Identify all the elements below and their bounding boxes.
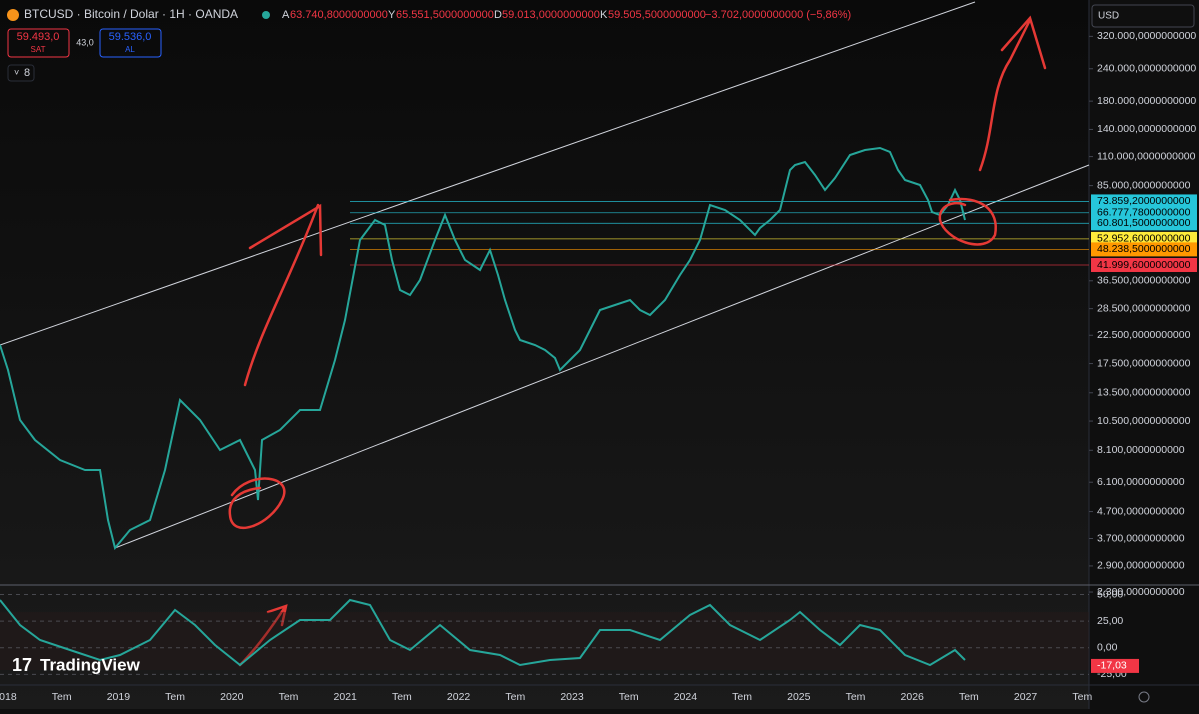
price-line-label: 41.999,6000000000 [1097, 259, 1191, 271]
price-line-label: 66.777,7800000000 [1097, 207, 1191, 219]
ohlc-value: 63.740,8000000000 [290, 9, 388, 21]
symbol-icon [7, 9, 19, 21]
channel-lower [114, 164, 1090, 549]
arrow-head-2 [1000, 15, 1047, 70]
price-line-tag [1091, 216, 1197, 231]
osc-current-tag [1091, 658, 1139, 673]
time-tick-label: 2021 [334, 691, 358, 703]
price-tick-label: 240.000,0000000000 [1097, 63, 1196, 75]
price-path [0, 146, 966, 551]
time-tick-label: 2023 [560, 691, 584, 703]
price-line-label: 73.859,2000000000 [1097, 195, 1191, 207]
ohlc-key: D [494, 9, 502, 21]
osc-current-label: -17,03 [1097, 660, 1127, 672]
buy-label: AL [125, 45, 135, 54]
ohlc-key: A [282, 9, 290, 21]
price-tick-label: 28.500,0000000000 [1097, 302, 1191, 314]
time-tick-label: Tem [959, 691, 979, 703]
price-line-tag [1091, 205, 1197, 220]
price-tick-label: 36.500,0000000000 [1097, 275, 1191, 287]
price-tick-label: 180.000,0000000000 [1097, 95, 1196, 107]
time-tick-label: 2018 [0, 691, 17, 703]
osc-tick-label: 25,00 [1097, 615, 1123, 627]
price-tick-label: 22.500,0000000000 [1097, 329, 1191, 341]
time-tick-label: 2025 [787, 691, 811, 703]
sell-button[interactable] [7, 28, 70, 58]
osc-path [0, 598, 966, 667]
toggle-chevron: ˅ [14, 67, 19, 77]
sell-label: SAT [31, 45, 46, 54]
price-line-label: 48.238,5000000000 [1097, 243, 1191, 255]
arrow-up-right [978, 18, 1032, 172]
price-tick-label: 10.500,0000000000 [1097, 415, 1191, 427]
arrow-up [243, 203, 320, 387]
price-tick-label: 3.700,0000000000 [1097, 532, 1185, 544]
price-tick-label: 320.000,0000000000 [1097, 30, 1196, 42]
price-line-label: 60.801,5000000000 [1097, 217, 1191, 229]
logo: TradingView [40, 655, 141, 674]
time-tick-label: 2022 [447, 691, 471, 703]
time-tick-label: 2020 [220, 691, 244, 703]
price-line-tag [1091, 194, 1197, 209]
currency-button[interactable] [1091, 4, 1195, 28]
price-tick-label: 13.500,0000000000 [1097, 387, 1191, 399]
time-tick-label: Tem [1072, 691, 1092, 703]
time-tick-label: 2027 [1014, 691, 1038, 703]
arrow-head [248, 203, 323, 257]
change: −3.702,0000000000 (−5,86%) [705, 9, 851, 21]
time-tick-label: Tem [505, 691, 525, 703]
time-tick-label: Tem [392, 691, 412, 703]
time-tick-label: Tem [165, 691, 185, 703]
price-tick-label: 4.700,0000000000 [1097, 505, 1185, 517]
price-axis-panel [1089, 0, 1199, 709]
circle-2020 [228, 477, 286, 529]
ohlc-key: Y [388, 9, 396, 21]
price-tick-label: 85.000,0000000000 [1097, 179, 1191, 191]
time-tick-label: Tem [52, 691, 72, 703]
price-tick-label: 17.500,0000000000 [1097, 357, 1191, 369]
price-tick-label: 140.000,0000000000 [1097, 123, 1196, 135]
time-tick-label: 2026 [901, 691, 925, 703]
osc-tick-label: 0,00 [1097, 642, 1118, 654]
ohlc-value: 65.551,5000000000 [396, 9, 494, 21]
price-line-tag [1091, 257, 1197, 272]
channel-upper [0, 1, 976, 346]
buy-price: 59.536,0 [109, 31, 152, 43]
price-line-tag [1091, 242, 1197, 257]
ohlc-key: K [600, 9, 608, 21]
ohlc-value: 59.505,5000000000 [608, 9, 706, 21]
time-tick-label: Tem [846, 691, 866, 703]
market-status [262, 11, 270, 19]
price-line-label: 52.952,6000000000 [1097, 233, 1191, 245]
drawings [228, 15, 1047, 667]
circle-2026 [938, 197, 998, 246]
time-tick-label: Tem [619, 691, 639, 703]
settings-button[interactable] [1138, 691, 1150, 703]
price-tick-label: 110.000,0000000000 [1097, 150, 1196, 162]
osc-tick-label: 50,00 [1097, 588, 1123, 600]
buy-button[interactable] [99, 28, 162, 58]
currency: USD [1098, 11, 1119, 22]
axis-labels: 320.000,0000000000 240.000,0000000000 180.… [0, 30, 1197, 703]
time-tick-label: 2024 [674, 691, 698, 703]
time-tick-label: 2019 [107, 691, 131, 703]
spread: 43,0 [76, 37, 94, 47]
ohlc-value: 59.013,0000000000 [502, 9, 600, 21]
logo-mark: 17 [12, 655, 32, 675]
ohlc: A 63.740,8000000000 Y 65.551,5000000000 D 59.… [282, 9, 706, 21]
time-tick-label: Tem [732, 691, 752, 703]
indicators-count: 8 [24, 67, 30, 79]
indicators-toggle[interactable] [7, 64, 35, 82]
price-tick-label: 8.100,0000000000 [1097, 444, 1185, 456]
sell-price: 59.493,0 [17, 31, 60, 43]
price-tick-label: 6.100,0000000000 [1097, 476, 1185, 488]
symbol-title[interactable]: BTCUSD · Bitcoin / Dolar · 1H · OANDA [24, 7, 238, 21]
time-tick-label: Tem [279, 691, 299, 703]
price-tick-label: 2.300,0000000000 [1097, 586, 1185, 598]
price-tick-label: 2.900,0000000000 [1097, 560, 1185, 572]
osc-grid [0, 594, 1089, 675]
